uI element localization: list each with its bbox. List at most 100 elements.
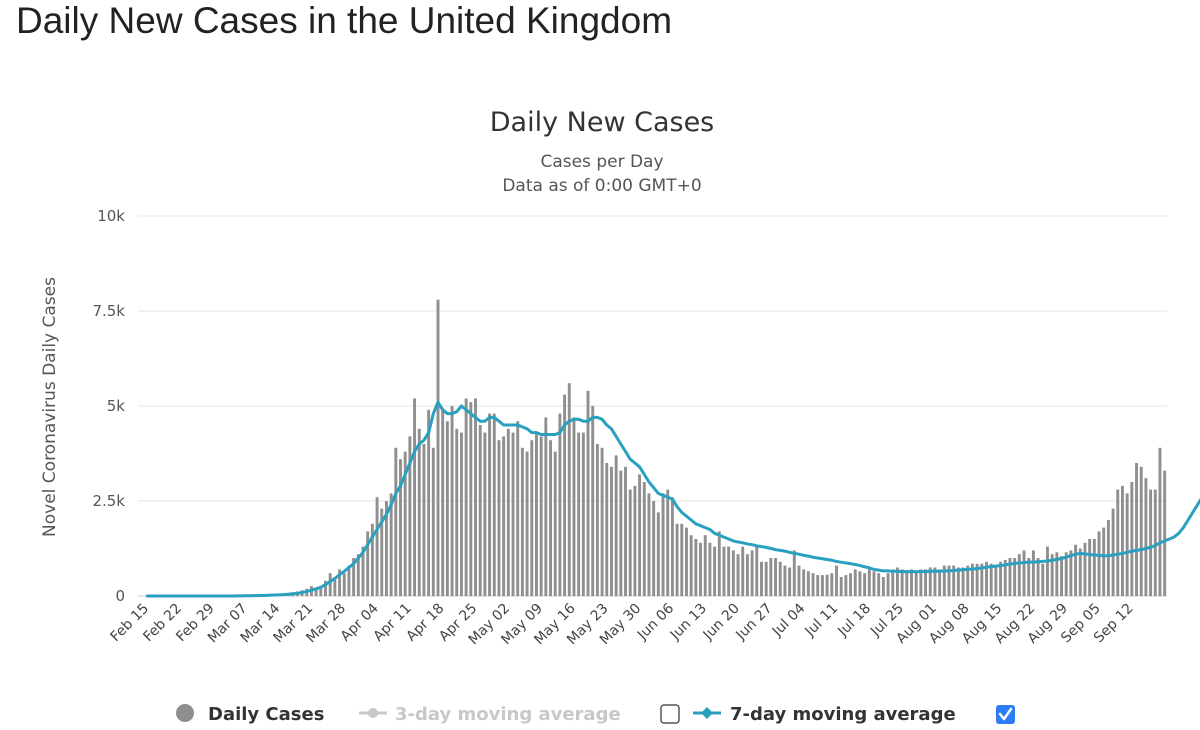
bar [741, 546, 745, 596]
bar [497, 440, 501, 596]
bar [464, 398, 468, 596]
bar [764, 561, 768, 596]
bar [591, 406, 595, 596]
bar [652, 501, 656, 596]
bar [956, 567, 960, 596]
legend-label-3-day-average: 3-day moving average [395, 704, 621, 725]
bar [1078, 548, 1082, 596]
bar [624, 466, 627, 596]
bar [881, 577, 885, 596]
bar [895, 567, 899, 596]
bar [483, 432, 487, 596]
bar [474, 398, 477, 596]
bar [417, 428, 421, 596]
bar [900, 569, 904, 596]
bar [1158, 447, 1162, 596]
bar [722, 546, 726, 596]
bar [675, 523, 679, 596]
bar [891, 569, 895, 596]
bar [445, 421, 449, 596]
bar [938, 569, 942, 596]
bar [989, 563, 993, 596]
bar [1031, 550, 1035, 596]
bar [324, 580, 327, 596]
legend-item-3-day-average[interactable]: 3-day moving average [359, 704, 621, 725]
bar [994, 565, 998, 596]
bar [745, 554, 749, 596]
bar [919, 569, 923, 596]
bar [450, 406, 454, 596]
x-tick-label: Jul 11 [802, 601, 842, 641]
legend-item-daily-cases[interactable]: Daily Cases [176, 704, 324, 725]
bar [399, 459, 402, 596]
bar [413, 398, 417, 596]
seven-day-average-line [145, 400, 1200, 598]
bar [835, 565, 838, 596]
checkbox-7-day-average[interactable] [996, 705, 1015, 724]
bar [872, 571, 876, 596]
bar [619, 470, 623, 596]
bar [952, 565, 956, 596]
bar [942, 565, 946, 596]
bar [600, 447, 604, 596]
bar [572, 417, 576, 596]
bar [455, 428, 459, 596]
bar [717, 531, 721, 596]
bar [863, 573, 867, 596]
bar [975, 563, 979, 596]
bar [731, 550, 735, 596]
bar [1013, 558, 1017, 596]
checkbox-3-day-average[interactable] [660, 704, 680, 724]
bar [520, 447, 524, 596]
bar [689, 535, 693, 596]
bar [436, 299, 440, 596]
bar [553, 451, 557, 596]
y-tick-label: 2.5k [92, 492, 125, 510]
bar [530, 440, 534, 596]
bar [1121, 485, 1124, 596]
bar [511, 432, 515, 596]
bar [1088, 539, 1092, 596]
y-axis-label: Novel Coronavirus Daily Cases [40, 277, 60, 537]
bar [1106, 520, 1110, 596]
checkbox-box [996, 705, 1015, 724]
x-tick-label: Jun 13 [667, 601, 710, 644]
bar [469, 402, 473, 596]
y-tick-label: 10k [97, 207, 125, 225]
gray-circle-icon [176, 704, 194, 722]
bar [361, 546, 365, 596]
bar [849, 573, 853, 596]
bar [816, 575, 820, 596]
line-diamond-marker [701, 707, 713, 719]
chart-title: Daily New Cases [490, 107, 715, 138]
bar [769, 558, 773, 596]
y-tick-label: 7.5k [92, 302, 125, 320]
legend: Daily Cases 3-day moving average 7-day m… [176, 704, 1015, 725]
bar [558, 413, 562, 596]
bar [853, 569, 857, 596]
bar [966, 565, 970, 596]
bar [525, 451, 529, 596]
x-tick-label: Jun 06 [634, 600, 677, 643]
bar [844, 575, 848, 596]
bar [666, 489, 670, 596]
bar [338, 569, 342, 596]
bar [535, 432, 538, 596]
bar [328, 573, 332, 596]
bar [647, 493, 651, 596]
bar [1083, 542, 1087, 596]
bar [1017, 554, 1021, 596]
bar [1111, 508, 1115, 596]
legend-item-7-day-average[interactable]: 7-day moving average [693, 704, 956, 725]
bar [375, 497, 379, 596]
bar [319, 586, 323, 596]
chart-subtitle-line-1: Cases per Day [540, 152, 663, 172]
bar [633, 485, 637, 596]
bar [694, 539, 698, 596]
bar [1022, 550, 1026, 596]
bar [661, 493, 665, 596]
bar [914, 571, 918, 596]
bar [581, 432, 585, 596]
